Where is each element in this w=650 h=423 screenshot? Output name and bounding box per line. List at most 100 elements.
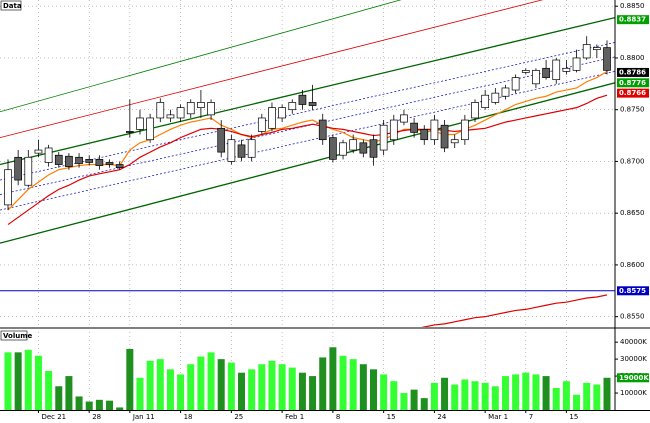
x-tick-label: 18 [184,413,193,421]
candle-body [471,102,479,119]
volume-bar [126,348,134,410]
volume-bar [217,359,225,410]
volume-bar [268,360,276,410]
candle-body [95,159,104,166]
candle-body [166,114,175,119]
volume-bar [532,374,540,410]
volume-title-box [0,330,28,341]
x-tick-label: Mar 1 [488,413,508,421]
candle-body [85,159,94,163]
candle-body [207,102,215,116]
title-box [0,0,22,11]
price-marker-label: 0.8837 [619,16,646,24]
y-tick-label: 0.8800 [620,54,645,62]
candle-body [75,156,83,164]
candle-body [247,139,256,158]
price-marker-label: 0.8575 [619,287,646,295]
y-tick-label: 0.8750 [620,106,645,114]
volume-tick-label: 40000K [620,338,647,346]
volume-bar [166,369,174,410]
volume-bar [146,360,154,410]
volume-bar [238,372,246,410]
volume-bar [156,359,164,410]
candle-body [54,154,63,165]
volume-bar [380,374,388,410]
volume-bar [471,381,479,410]
volume-bar [461,379,469,410]
x-tick-label: 28 [92,413,101,421]
volume-bar [309,376,317,410]
candle-body [197,102,205,108]
volume-bar [420,398,428,410]
candle-body [308,102,317,106]
candle-body [217,127,226,153]
x-tick-label: Jan 11 [132,413,155,421]
candle-body [501,87,510,97]
x-tick-label: 24 [437,413,446,421]
candle-body [521,70,530,73]
y-tick-label: 0.8850 [620,2,645,10]
volume-bar [441,377,449,410]
volume-bar [75,396,83,410]
candle-body [369,139,378,158]
volume-bar [400,393,408,410]
volume-title: Volume [3,332,33,340]
channel-line [0,71,615,211]
channel-line [0,82,615,244]
volume-bar [593,384,601,410]
y-tick-label: 0.8550 [620,313,645,321]
volume-bar [430,382,438,410]
volume-bar [14,352,22,410]
candle-body [532,70,540,85]
volume-bar [542,376,550,410]
candle-body [329,137,337,160]
moving-average [7,94,608,226]
volume-bar [573,394,581,410]
channel-line [0,42,615,181]
candle-body [410,122,418,133]
volume-bar [552,387,560,410]
candle-body [288,102,297,111]
volume-bar [583,382,591,410]
volume-bar [481,382,489,410]
y-tick-label: 0.8700 [620,157,645,165]
volume-bar [562,381,570,410]
price-marker-label: 0.8766 [619,89,646,97]
volume-bar [369,369,377,410]
volume-marker-label: 19000K [619,374,649,382]
volume-bar [227,362,235,410]
volume-bar [4,352,12,410]
price-marker-box [617,78,649,88]
volume-bar [491,386,499,410]
candle-body [237,144,246,158]
candle-body [511,77,520,91]
volume-bar [45,371,53,410]
candle-body [105,162,114,165]
candle-body [420,129,429,141]
candle-body [450,139,459,144]
volume-bar [55,386,63,410]
volume-bar [298,372,306,410]
candle-body [542,67,550,78]
candle-body [268,107,276,129]
volume-bar [85,401,93,410]
x-tick-label: 15 [569,413,578,421]
candle-body [379,124,388,151]
candle-body [339,142,347,156]
volume-bar [349,359,357,410]
candle-body [257,117,266,132]
volume-bar [390,381,398,410]
chart-title: Data [3,2,22,10]
candle-body [24,156,33,186]
candle-body [440,124,449,149]
volume-bar [339,355,347,410]
moving-average [421,294,608,327]
price-marker-label: 0.8776 [619,79,646,87]
price-marker-box [617,88,649,98]
candle-body [44,147,53,163]
candle-body [603,47,611,71]
candle-body [227,139,236,162]
price-plot [0,0,615,327]
